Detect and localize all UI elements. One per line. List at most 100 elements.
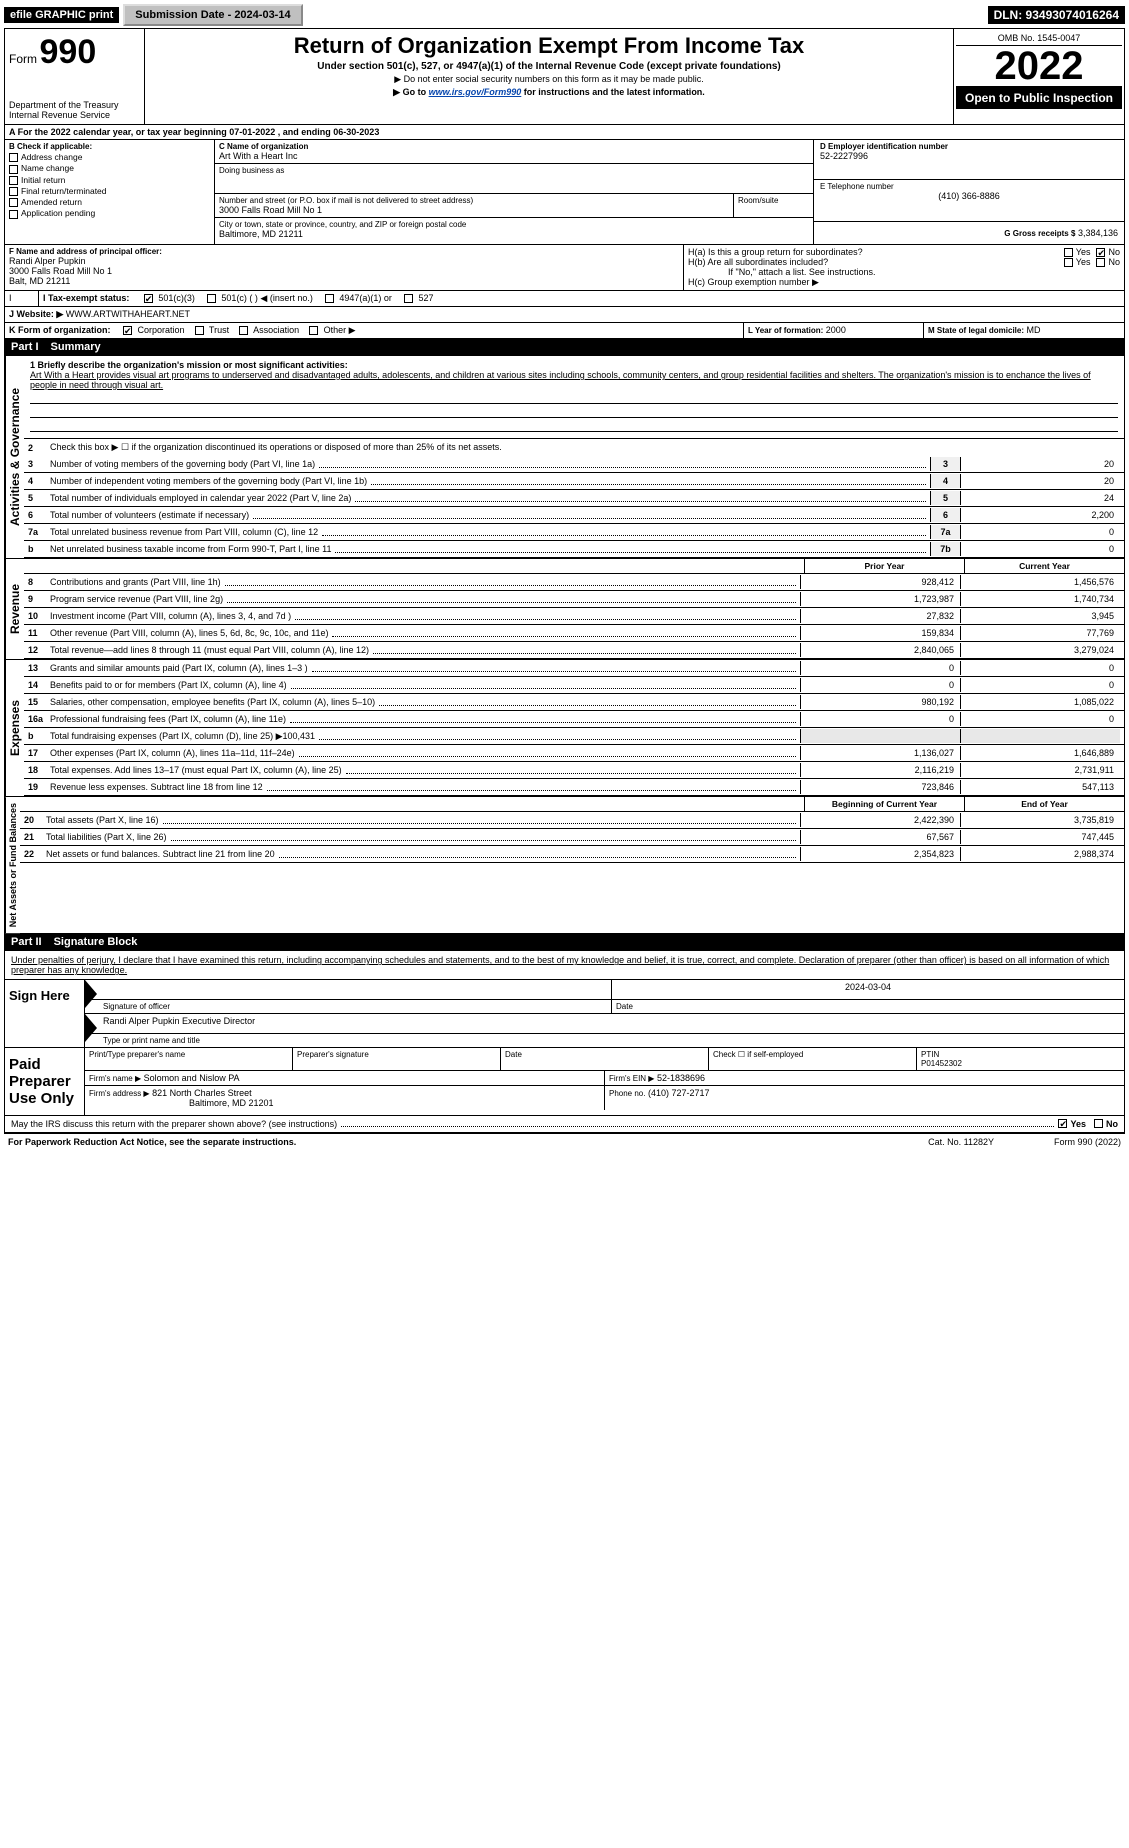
current-year-value: 2,731,911: [960, 763, 1120, 777]
line-label: Revenue less expenses. Subtract line 18 …: [50, 782, 800, 792]
label-j: J Website: ▶: [9, 309, 63, 319]
line-key: 6: [930, 508, 960, 522]
prior-year-value: 0: [800, 712, 960, 726]
org-form-checkbox[interactable]: [309, 326, 318, 335]
line-label: Program service revenue (Part VIII, line…: [50, 594, 800, 604]
tax-status-option: 501(c) ( ) ◀ (insert no.): [221, 293, 312, 303]
year-formation: 2000: [826, 325, 846, 335]
org-form-option: Corporation: [138, 325, 185, 335]
checkbox[interactable]: [9, 187, 18, 196]
line-label: Contributions and grants (Part VIII, lin…: [50, 577, 800, 587]
current-year-value: 0: [960, 678, 1120, 692]
checkbox[interactable]: [9, 210, 18, 219]
form-prefix: Form: [9, 52, 37, 66]
label-f: F Name and address of principal officer:: [9, 247, 679, 256]
l1-label: 1 Briefly describe the organization's mi…: [30, 360, 1118, 370]
check-label: Initial return: [21, 175, 65, 185]
section-b-header: B Check if applicable:: [9, 142, 210, 151]
line-label: Other revenue (Part VIII, column (A), li…: [50, 628, 800, 638]
ha-label: H(a) Is this a group return for subordin…: [688, 247, 1064, 257]
current-year-value: 1,740,734: [960, 592, 1120, 606]
col-beginning: Beginning of Current Year: [804, 797, 964, 811]
line-num: 7a: [28, 527, 50, 537]
line-key: 4: [930, 474, 960, 488]
org-form-checkbox[interactable]: [195, 326, 204, 335]
tax-status-checkbox[interactable]: [144, 294, 153, 303]
label-e: E Telephone number: [820, 182, 1118, 191]
checkbox[interactable]: [9, 153, 18, 162]
ha-no-checkbox[interactable]: [1096, 248, 1105, 257]
form-title: Return of Organization Exempt From Incom…: [153, 33, 945, 59]
col-prior-year: Prior Year: [804, 559, 964, 573]
org-form-checkbox[interactable]: [123, 326, 132, 335]
tax-status-checkbox[interactable]: [404, 294, 413, 303]
label-c: C Name of organization: [219, 142, 809, 151]
label-m: M State of legal domicile:: [928, 326, 1024, 335]
line-num: 20: [24, 815, 46, 825]
checkbox[interactable]: [9, 165, 18, 174]
tax-status-checkbox[interactable]: [207, 294, 216, 303]
part2-num: Part II: [11, 936, 42, 948]
date-label: Date: [612, 1000, 1124, 1013]
footer-mid: Cat. No. 11282Y: [928, 1137, 994, 1147]
current-year-value: 1,456,576: [960, 575, 1120, 589]
sig-officer-label: Signature of officer: [99, 1000, 612, 1013]
hb-no-checkbox[interactable]: [1096, 258, 1105, 267]
line-value: 20: [960, 474, 1120, 488]
discuss-no-checkbox[interactable]: [1094, 1119, 1103, 1128]
line-num: 3: [28, 459, 50, 469]
submission-date-button[interactable]: Submission Date - 2024-03-14: [123, 4, 302, 26]
ha-yes-checkbox[interactable]: [1064, 248, 1073, 257]
street-address: 3000 Falls Road Mill No 1: [219, 205, 729, 215]
line-value: 20: [960, 457, 1120, 471]
phone-label: Phone no.: [609, 1089, 645, 1098]
hb-yes-checkbox[interactable]: [1064, 258, 1073, 267]
line-label: Total unrelated business revenue from Pa…: [50, 527, 930, 537]
name-title-label: Type or print name and title: [99, 1034, 1124, 1047]
current-year-value: 77,769: [960, 626, 1120, 640]
prior-year-value: 1,136,027: [800, 746, 960, 760]
current-year-value: 2,988,374: [960, 847, 1120, 861]
org-name: Art With a Heart Inc: [219, 151, 809, 161]
firm-addr-label: Firm's address ▶: [89, 1089, 150, 1098]
checkbox[interactable]: [9, 198, 18, 207]
org-form-checkbox[interactable]: [239, 326, 248, 335]
current-year-value: 3,735,819: [960, 813, 1120, 827]
line-num: b: [28, 544, 50, 554]
current-year-value: [960, 729, 1120, 743]
line-num: 21: [24, 832, 46, 842]
dba-label: Doing business as: [219, 166, 809, 175]
tax-year: 2022: [956, 46, 1122, 87]
label-g: G Gross receipts $: [1004, 229, 1075, 238]
current-year-value: 3,279,024: [960, 643, 1120, 657]
ptin-value: P01452302: [921, 1059, 1120, 1068]
line-num: 8: [28, 577, 50, 587]
tax-status-option: 501(c)(3): [158, 293, 195, 303]
col-end: End of Year: [964, 797, 1124, 811]
line-label: Total liabilities (Part X, line 26): [46, 832, 800, 842]
line-num: 13: [28, 663, 50, 673]
line-num: 12: [28, 645, 50, 655]
city-state-zip: Baltimore, MD 21211: [219, 229, 809, 239]
prior-year-value: 67,567: [800, 830, 960, 844]
line-value: 2,200: [960, 508, 1120, 522]
tax-status-checkbox[interactable]: [325, 294, 334, 303]
instructions-link[interactable]: www.irs.gov/Form990: [429, 87, 522, 97]
discuss-yes-checkbox[interactable]: [1058, 1119, 1067, 1128]
side-governance: Activities & Governance: [5, 356, 24, 558]
prior-year-value: 0: [800, 661, 960, 675]
addr-label: Number and street (or P.O. box if mail i…: [219, 196, 729, 205]
line-num: 18: [28, 765, 50, 775]
checkbox[interactable]: [9, 176, 18, 185]
period-line: A For the 2022 calendar year, or tax yea…: [9, 127, 379, 137]
form-subtitle: Under section 501(c), 527, or 4947(a)(1)…: [153, 61, 945, 72]
goto-post: for instructions and the latest informat…: [521, 87, 705, 97]
label-k: K Form of organization:: [9, 325, 111, 335]
irs-label: Internal Revenue Service: [9, 110, 140, 120]
line-label: Salaries, other compensation, employee b…: [50, 697, 800, 707]
line-label: Total assets (Part X, line 16): [46, 815, 800, 825]
public-inspection-badge: Open to Public Inspection: [956, 87, 1122, 109]
current-year-value: 1,646,889: [960, 746, 1120, 760]
penalties-text: Under penalties of perjury, I declare th…: [4, 951, 1125, 980]
part1-title: Summary: [51, 341, 101, 353]
